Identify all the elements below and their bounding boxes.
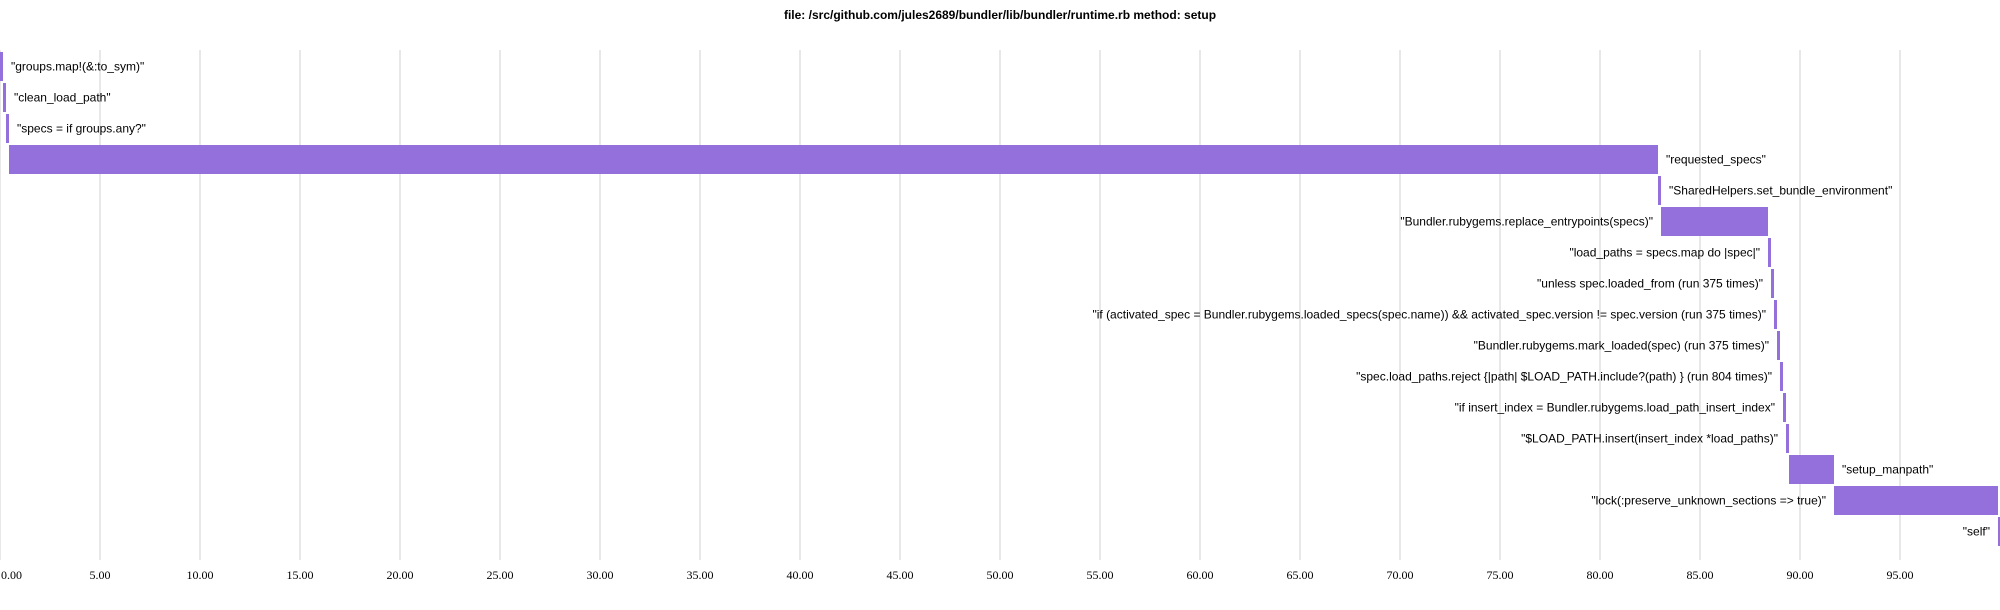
x-tick-label: 90.00 <box>1787 568 1814 582</box>
bar <box>1780 362 1783 391</box>
bar <box>6 114 9 143</box>
bar-label: "self" <box>1963 525 1990 539</box>
bar-label: "if (activated_spec = Bundler.rubygems.l… <box>1092 308 1766 322</box>
bar-label: "clean_load_path" <box>14 91 111 105</box>
bar-label: "groups.map!(&:to_sym)" <box>11 60 144 74</box>
bar <box>1771 269 1774 298</box>
bar <box>1783 393 1786 422</box>
bar <box>1774 300 1777 329</box>
bar-label: "spec.load_paths.reject {|path| $LOAD_PA… <box>1356 370 1772 384</box>
bar <box>9 145 1658 174</box>
bar <box>1786 424 1789 453</box>
bar <box>1998 517 2000 546</box>
x-tick-label: 85.00 <box>1687 568 1714 582</box>
x-tick-label: 20.00 <box>387 568 414 582</box>
x-tick-label: 60.00 <box>1187 568 1214 582</box>
bar <box>1789 455 1834 484</box>
bar-label: "requested_specs" <box>1666 153 1766 167</box>
bar <box>1834 486 1998 515</box>
bar-label: "specs = if groups.any?" <box>17 122 146 136</box>
chart-title: file: /src/github.com/jules2689/bundler/… <box>783 8 1217 22</box>
bar-label: "load_paths = specs.map do |spec|" <box>1569 246 1760 260</box>
x-tick-label: 15.00 <box>287 568 314 582</box>
x-tick-label: 75.00 <box>1487 568 1514 582</box>
x-tick-label: 65.00 <box>1287 568 1314 582</box>
bar-label: "unless spec.loaded_from (run 375 times)… <box>1537 277 1763 291</box>
bar-label: "Bundler.rubygems.replace_entrypoints(sp… <box>1400 215 1653 229</box>
bar-label: "setup_manpath" <box>1842 463 1933 477</box>
x-tick-label: 50.00 <box>987 568 1014 582</box>
bar <box>1658 176 1661 205</box>
bar-label: "SharedHelpers.set_bundle_environment" <box>1669 184 1892 198</box>
x-tick-label: 35.00 <box>687 568 714 582</box>
bar-label: "$LOAD_PATH.insert(insert_index *load_pa… <box>1521 432 1778 446</box>
x-tick-label: 55.00 <box>1087 568 1114 582</box>
x-tick-label: 80.00 <box>1587 568 1614 582</box>
x-tick-label: 5.00 <box>90 568 111 582</box>
bar-label: "if insert_index = Bundler.rubygems.load… <box>1455 401 1775 415</box>
bar <box>0 52 3 81</box>
x-tick-label: 70.00 <box>1387 568 1414 582</box>
bar <box>1768 238 1771 267</box>
x-tick-label: 45.00 <box>887 568 914 582</box>
x-tick-label: 25.00 <box>487 568 514 582</box>
bar <box>3 83 6 112</box>
x-tick-label: 95.00 <box>1887 568 1914 582</box>
x-tick-label: 30.00 <box>587 568 614 582</box>
x-tick-label: 40.00 <box>787 568 814 582</box>
bar-label: "Bundler.rubygems.mark_loaded(spec) (run… <box>1474 339 1769 353</box>
x-tick-label: 10.00 <box>187 568 214 582</box>
bar-label: "lock(:preserve_unknown_sections => true… <box>1591 494 1826 508</box>
bar <box>1777 331 1780 360</box>
x-tick-label: 0.00 <box>1 568 22 582</box>
bar <box>1661 207 1768 236</box>
